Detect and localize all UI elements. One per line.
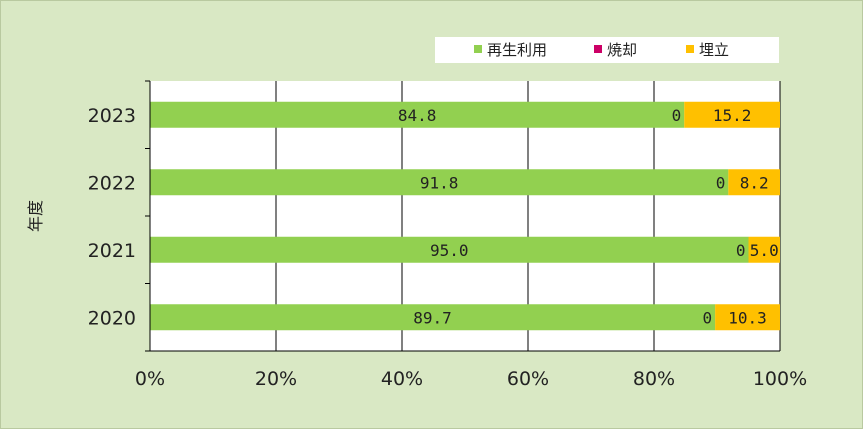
y-tick-label: 2021: [88, 240, 136, 262]
data-label: 10.3: [728, 308, 767, 327]
legend-label: 焼却: [607, 41, 637, 59]
data-label: 0: [716, 173, 726, 192]
x-tick-label: 100%: [753, 368, 807, 390]
bar-3: [684, 101, 780, 128]
bar-1: [150, 101, 685, 128]
y-tick-label: 2020: [88, 307, 136, 329]
x-tick-label: 60%: [507, 368, 549, 390]
data-label: 95.0: [430, 241, 469, 260]
bar-1: [150, 304, 716, 331]
data-label: 0: [702, 308, 712, 327]
data-label: 8.2: [740, 173, 769, 192]
y-tick-label: 2023: [88, 105, 136, 127]
x-tick-label: 0%: [135, 368, 165, 390]
data-label: 91.8: [420, 173, 459, 192]
bar-1: [150, 169, 729, 196]
legend-label: 再生利用: [487, 41, 547, 59]
legend-swatch: [474, 45, 482, 53]
legend-swatch: [594, 45, 602, 53]
data-label: 89.7: [413, 308, 452, 327]
x-tick-label: 40%: [381, 368, 423, 390]
legend-swatch: [686, 45, 694, 53]
bars: [150, 101, 780, 331]
axes: 0% 20% 40% 60% 80% 100% 2023 2022 2021 2020: [88, 80, 807, 390]
y-axis-title: 年度: [26, 200, 45, 232]
data-label: 0: [672, 106, 682, 125]
data-labels: 84.8 0 15.291.8 0 8.295.0 0 5.089.7 0 10.3: [398, 106, 779, 328]
legend-label: 埋立: [699, 41, 729, 59]
data-label: 84.8: [398, 106, 437, 125]
data-label: 0: [736, 241, 746, 260]
x-tick-label: 20%: [255, 368, 297, 390]
bar-3: [715, 304, 780, 331]
legend-box: [435, 37, 779, 63]
y-tick-label: 2022: [88, 172, 136, 194]
x-tick-label: 80%: [633, 368, 675, 390]
data-label: 15.2: [713, 106, 752, 125]
bar-3: [748, 236, 780, 263]
bar-1: [150, 236, 749, 263]
data-label: 5.0: [750, 241, 779, 260]
legend: 再生利用 焼却 埋立: [435, 37, 779, 63]
bar-3: [728, 169, 780, 196]
